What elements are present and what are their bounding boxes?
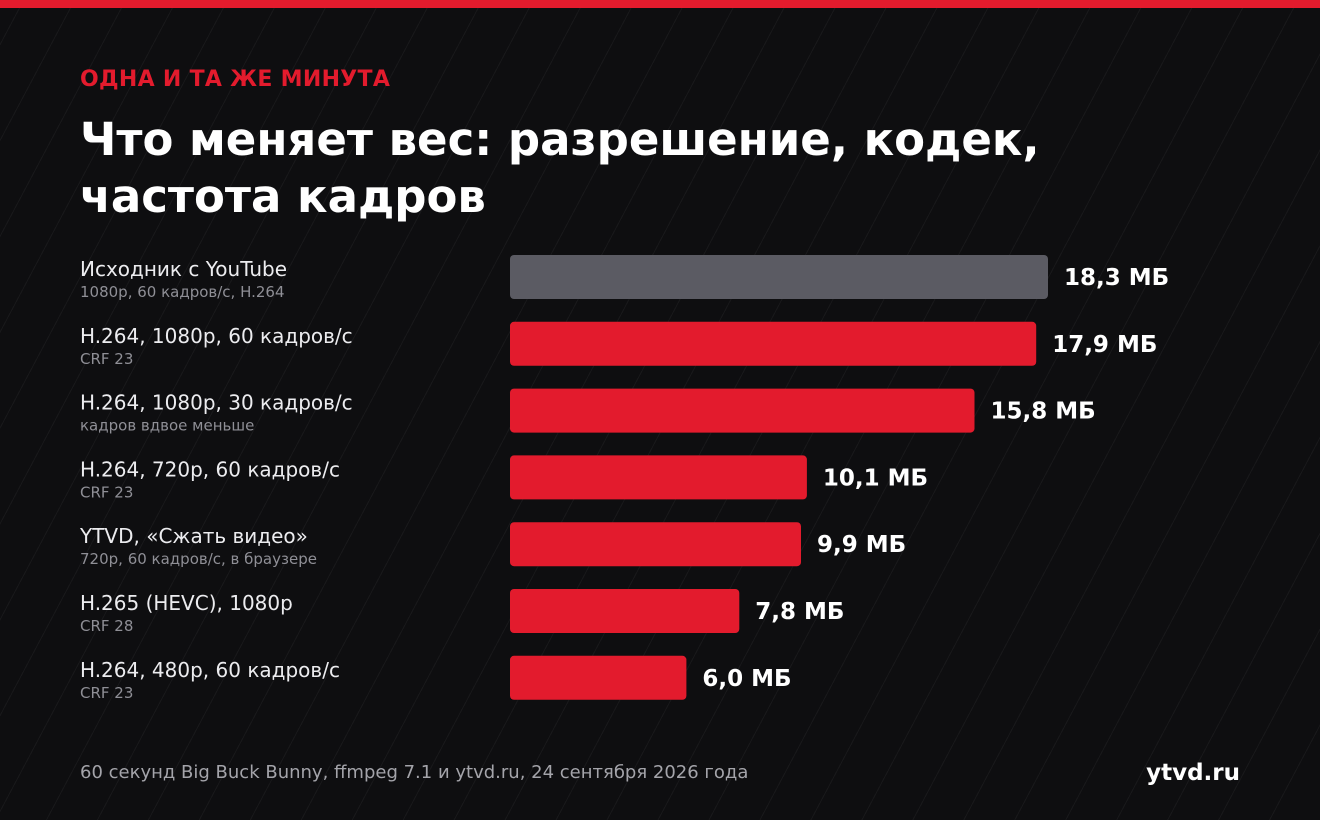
category-label: H.264, 1080p, 30 кадров/с: [80, 391, 353, 415]
source-note: 60 секунд Big Buck Bunny, ffmpeg 7.1 и y…: [80, 762, 749, 783]
category-subtitle: 1080p, 60 кадров/с, H.264: [80, 283, 285, 301]
category-label: H.265 (HEVC), 1080p: [80, 591, 293, 615]
category-label: H.264, 1080p, 60 кадров/с: [80, 324, 353, 348]
top-accent-stripe: [0, 0, 1320, 8]
chart-title: Что меняет вес: разрешение, кодек, часто…: [80, 111, 1080, 225]
category-subtitle: кадров вдвое меньше: [80, 417, 254, 435]
chart-title-line-2: частота кадров: [80, 170, 486, 223]
bar-value-label: 18,3 МБ: [1064, 265, 1169, 291]
bar: [510, 455, 807, 500]
bar-value-label: 10,1 МБ: [823, 465, 928, 491]
bar-value-label: 6,0 МБ: [702, 666, 791, 692]
bar: [510, 388, 975, 433]
category-label: H.264, 480p, 60 кадров/с: [80, 658, 340, 682]
category-subtitle: CRF 23: [80, 684, 133, 702]
bar-value-label: 17,9 МБ: [1052, 332, 1157, 358]
chart-kicker: ОДНА И ТА ЖЕ МИНУТА: [80, 67, 391, 92]
bar-value-label: 9,9 МБ: [817, 532, 906, 558]
category-label: H.264, 720p, 60 кадров/с: [80, 457, 340, 481]
bar: [510, 589, 740, 633]
bar: [510, 255, 1048, 299]
bar-value-label: 15,8 МБ: [991, 399, 1096, 425]
bar: [510, 655, 687, 700]
chart-title-line-1: Что меняет вес: разрешение, кодек,: [80, 113, 1040, 166]
category-label: Исходник с YouTube: [80, 257, 287, 281]
category-subtitle: CRF 23: [80, 350, 133, 368]
bar-value-label: 7,8 МБ: [755, 599, 844, 625]
category-subtitle: 720p, 60 кадров/с, в браузере: [80, 550, 317, 568]
category-subtitle: CRF 28: [80, 617, 133, 635]
brand-logo-text: ytvd.ru: [1146, 760, 1240, 786]
bar: [510, 321, 1037, 366]
category-label: YTVD, «Сжать видео»: [79, 524, 308, 548]
bar: [510, 522, 801, 567]
category-subtitle: CRF 23: [80, 483, 133, 501]
